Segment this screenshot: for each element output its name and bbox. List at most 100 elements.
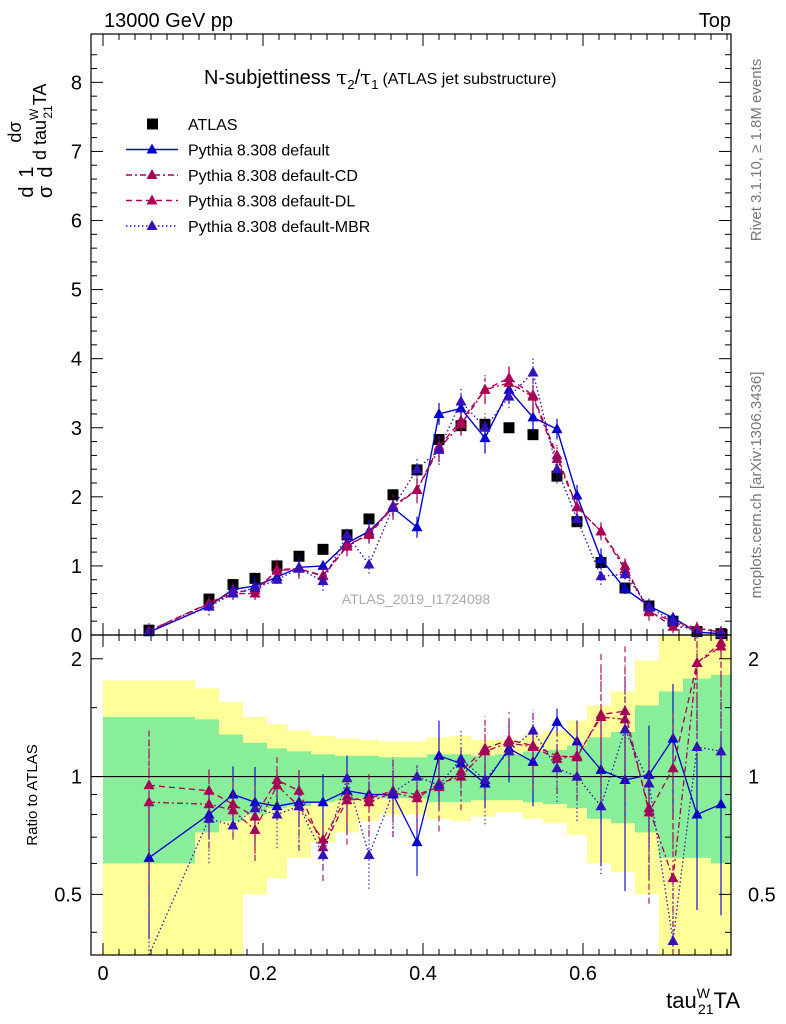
main-ytick-label: 1 <box>71 556 82 578</box>
pythia-8-308-default-dl-point-18 <box>595 525 607 536</box>
pythia-8-308-default-mbr-ratio-point-2 <box>227 819 239 830</box>
main-ytick-label: 7 <box>71 141 82 163</box>
legend-marker-pythia-8-308-default-mbr <box>146 220 158 230</box>
legend-label-pythia-8-308-default-cd: Pythia 8.308 default-CD <box>188 168 358 185</box>
pythia-8-308-default-dl-point-12 <box>455 414 467 425</box>
pythia-8-308-default-ratio-line <box>148 720 722 859</box>
pythia-8-308-default-dl-ratio-point-21 <box>667 762 679 773</box>
legend-label-pythia-8-308-default-dl: Pythia 8.308 default-DL <box>188 194 355 211</box>
pythia-8-308-default-mbr-ratio-point-3 <box>249 802 261 813</box>
pythia-8-308-default-mbr-ratio-point-4 <box>271 808 283 819</box>
pythia-8-308-default-dl-point-4 <box>271 564 283 575</box>
pythia-8-308-default-cd-ratio-point-2 <box>227 804 239 815</box>
pythia-8-308-default-mbr-ratio-point-18 <box>595 800 607 811</box>
ratio-ytick-label-left: 0.5 <box>54 884 82 906</box>
pythia-8-308-default-mbr-point-7 <box>341 528 353 539</box>
pythia-8-308-default-mbr-point-22 <box>691 626 703 637</box>
pythia-8-308-default-dl-point-13 <box>479 383 491 394</box>
pythia-8-308-default-mbr-ratio-point-13 <box>479 773 491 784</box>
pythia-8-308-default-mbr-point-4 <box>271 573 283 584</box>
pythia-8-308-default-dl-ratio-point-16 <box>551 749 563 760</box>
main-ytick-label: 4 <box>71 349 82 371</box>
xtick-label: 0 <box>97 963 108 985</box>
pythia-8-308-default-mbr-ratio-point-19 <box>619 723 631 734</box>
main-ylabel-denominator: d tauW21TA <box>27 84 55 160</box>
pythia-8-308-default-mbr-point-0 <box>143 625 155 636</box>
ratio-ylabel: Ratio to ATLAS <box>24 744 41 845</box>
pythia-8-308-default-point-19 <box>619 582 631 593</box>
legend-label-pythia-8-308-default: Pythia 8.308 default <box>188 143 330 160</box>
pythia-8-308-default-mbr-ratio-point-15 <box>527 724 539 735</box>
ratio-panel-marks <box>91 635 731 956</box>
svg-text:σ: σ <box>35 185 57 198</box>
atlas-point-8 <box>363 513 375 525</box>
pythia-8-308-default-dl-ratio-line <box>148 645 722 849</box>
pythia-8-308-default-dl-ratio-point-8 <box>363 792 375 803</box>
pythia-8-308-default-mbr-ratio-point-7 <box>341 772 353 783</box>
pythia-8-308-default-dl-line <box>148 377 722 633</box>
pythia-8-308-default-mbr-point-18 <box>595 570 607 581</box>
pythia-8-308-default-mbr-point-11 <box>433 443 445 454</box>
pythia-8-308-default-mbr-ratio-point-5 <box>293 800 305 811</box>
pythia-8-308-default-mbr-point-5 <box>293 562 305 573</box>
pythia-8-308-default-point-18 <box>595 553 607 564</box>
ratio-ytick-label-right: 1 <box>748 767 759 789</box>
pythia-8-308-default-ratio-point-3 <box>249 796 261 807</box>
legend-label-pythia-8-308-default-mbr: Pythia 8.308 default-MBR <box>188 219 370 236</box>
ratio-ytick-label-left: 1 <box>71 767 82 789</box>
pythia-8-308-default-point-6 <box>317 559 329 570</box>
pythia-8-308-default-ratio-point-10 <box>411 836 423 847</box>
pythia-8-308-default-dl-ratio-point-20 <box>643 806 655 817</box>
main-ytick-label: 5 <box>71 280 82 302</box>
axes: 0 1 2 3 4 5 6 7 8 0 0.2 0.4 0.6 0.5 0.5 1 1 2 2 <box>54 33 776 985</box>
pythia-8-308-default-mbr-point-15 <box>527 366 539 377</box>
pythia-8-308-default-mbr-point-9 <box>387 501 399 512</box>
analysis-watermark: ATLAS_2019_I1724098 <box>342 591 491 607</box>
pythia-8-308-default-mbr-point-2 <box>227 587 239 598</box>
pythia-8-308-default-dl-point-8 <box>363 527 375 538</box>
pythia-8-308-default-point-10 <box>411 521 423 532</box>
ratio-ytick-label-right: 0.5 <box>748 884 776 906</box>
pythia-8-308-default-dl-point-7 <box>341 540 353 551</box>
pythia-8-308-default-mbr-point-19 <box>619 568 631 579</box>
ratio-ytick-label-right: 2 <box>748 649 759 671</box>
xtick-label: 0.6 <box>569 963 597 985</box>
pythia-8-308-default-mbr-point-8 <box>363 558 375 569</box>
pythia-8-308-default-mbr-ratio-point-17 <box>571 770 583 781</box>
legend-marker-atlas <box>147 118 158 130</box>
atlas-point-14 <box>503 422 515 434</box>
pythia-8-308-default-cd-ratio-point-21 <box>667 872 679 883</box>
pythia-8-308-default-dl-ratio-point-2 <box>227 798 239 809</box>
pythia-8-308-default-dl-point-10 <box>411 483 423 494</box>
pythia-8-308-default-mbr-ratio-point-11 <box>433 779 445 790</box>
pythia-8-308-default-mbr-point-3 <box>249 582 261 593</box>
pythia-8-308-default-mbr-point-12 <box>455 395 467 406</box>
pythia-8-308-default-point-11 <box>433 407 445 418</box>
main-ytick-label: 6 <box>71 211 82 233</box>
pythia-8-308-default-mbr-point-13 <box>479 421 491 432</box>
pythia-8-308-default-dl-ratio-point-10 <box>411 788 423 799</box>
ratio-uncertainty-bands <box>103 635 731 955</box>
ratio-frame <box>90 634 732 956</box>
ratio-band-green-21 <box>659 691 683 858</box>
pythia-8-308-default-mbr-point-20 <box>643 601 655 612</box>
pythia-8-308-default-mbr-point-1 <box>203 600 215 611</box>
atlas-point-9 <box>387 489 399 501</box>
pythia-8-308-default-mbr-ratio-point-12 <box>455 752 467 763</box>
svg-text:dσ: dσ <box>5 121 25 142</box>
pythia-8-308-default-dl-ratio-point-22 <box>691 657 703 668</box>
atlas-point-5 <box>293 550 305 562</box>
legend-label-atlas: ATLAS <box>188 117 238 134</box>
pythia-8-308-default-mbr-ratio-point-21 <box>667 935 679 946</box>
pythia-8-308-default-ratio-point-16 <box>551 715 563 726</box>
pythia-8-308-default-point-16 <box>551 423 563 434</box>
pythia-8-308-default-mbr-ratio-point-9 <box>387 786 399 797</box>
ratio-ytick-label-left: 2 <box>71 649 82 671</box>
pythia-8-308-default-dl-point-14 <box>503 372 515 383</box>
pythia-8-308-default-mbr-point-21 <box>667 615 679 626</box>
pythia-8-308-default-dl-ratio-point-0 <box>143 779 155 790</box>
legend: ATLAS Pythia 8.308 default Pythia 8.308 de… <box>126 117 370 236</box>
main-ytick-label: 2 <box>71 487 82 509</box>
pythia-8-308-default-mbr-ratio-point-14 <box>503 745 515 756</box>
